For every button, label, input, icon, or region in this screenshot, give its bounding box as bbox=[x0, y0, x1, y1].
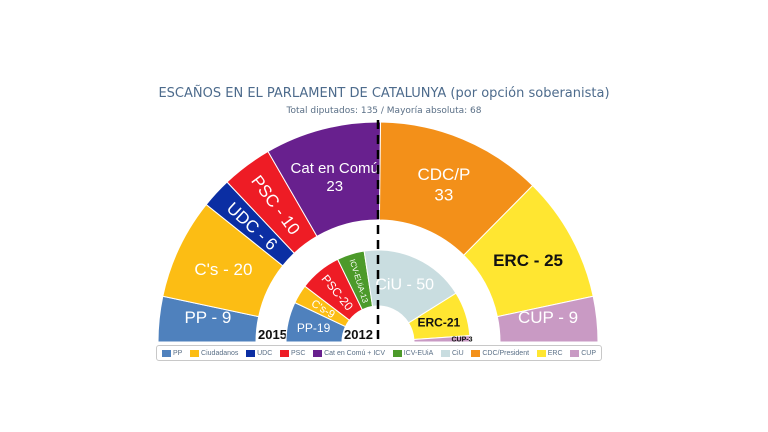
legend-swatch bbox=[313, 349, 323, 357]
legend-item: PP bbox=[162, 349, 183, 357]
legend-label: CUP bbox=[581, 349, 596, 357]
legend-swatch bbox=[162, 349, 171, 357]
legend-item: CiU bbox=[440, 349, 464, 357]
legend-swatch bbox=[190, 349, 200, 357]
seat-segment-2012-cup bbox=[413, 335, 471, 343]
legend: PP Ciudadanos UDC PSC Cat en Comú + ICV ICV-E… bbox=[156, 345, 602, 361]
chart-title: ESCAÑOS EN EL PARLAMENT DE CATALUNYA (po… bbox=[158, 86, 610, 101]
legend-swatch bbox=[246, 349, 256, 357]
legend-item: CUP bbox=[570, 349, 596, 357]
legend-label: CDC/President bbox=[482, 349, 530, 357]
legend-item: CDC/President bbox=[471, 349, 530, 357]
segment-label: PP-19 bbox=[297, 321, 331, 335]
segment-label: CDC/P 33 bbox=[417, 165, 470, 204]
legend-item: ERC bbox=[536, 349, 563, 357]
segment-label: C's - 20 bbox=[194, 260, 252, 279]
legend-swatch bbox=[280, 349, 289, 357]
segment-label: PP - 9 bbox=[184, 308, 231, 327]
legend-label: CiU bbox=[451, 349, 464, 357]
segment-label: ERC - 25 bbox=[493, 251, 563, 270]
legend-swatch bbox=[440, 349, 450, 357]
legend-item: PSC bbox=[280, 349, 306, 357]
legend-label: ERC bbox=[547, 349, 563, 357]
year-label-2012: 2012 bbox=[344, 327, 373, 342]
segment-label: CiU - 50 bbox=[375, 276, 434, 293]
seat-segment-2015-cup bbox=[496, 295, 599, 343]
legend-label: Ciudadanos bbox=[201, 349, 239, 357]
segment-label: ERC-21 bbox=[418, 315, 461, 329]
legend-label: PSC bbox=[291, 349, 306, 357]
legend-swatch bbox=[570, 349, 580, 357]
legend-item: Cat en Comú + ICV bbox=[313, 349, 385, 357]
legend-item: ICV-EUiA bbox=[392, 349, 434, 357]
legend-swatch bbox=[536, 349, 546, 357]
chart-subtitle: Total diputados: 135 / Mayoría absoluta:… bbox=[286, 106, 482, 116]
legend-item: UDC bbox=[246, 349, 273, 357]
legend-item: Ciudadanos bbox=[190, 349, 239, 357]
segment-label: CUP-3 bbox=[451, 336, 472, 343]
segment-label: CUP - 9 bbox=[518, 308, 578, 327]
legend-label: Cat en Comú + ICV bbox=[324, 349, 385, 357]
legend-swatch bbox=[471, 349, 481, 357]
legend-label: ICV-EUiA bbox=[403, 349, 434, 357]
legend-swatch bbox=[392, 349, 402, 357]
legend-label: PP bbox=[173, 349, 183, 357]
segment-label: Cat en Comú 23 bbox=[291, 160, 379, 195]
seat-segment-2012-ciu bbox=[363, 249, 457, 324]
legend-label: UDC bbox=[257, 349, 273, 357]
year-label-2015: 2015 bbox=[258, 327, 287, 342]
